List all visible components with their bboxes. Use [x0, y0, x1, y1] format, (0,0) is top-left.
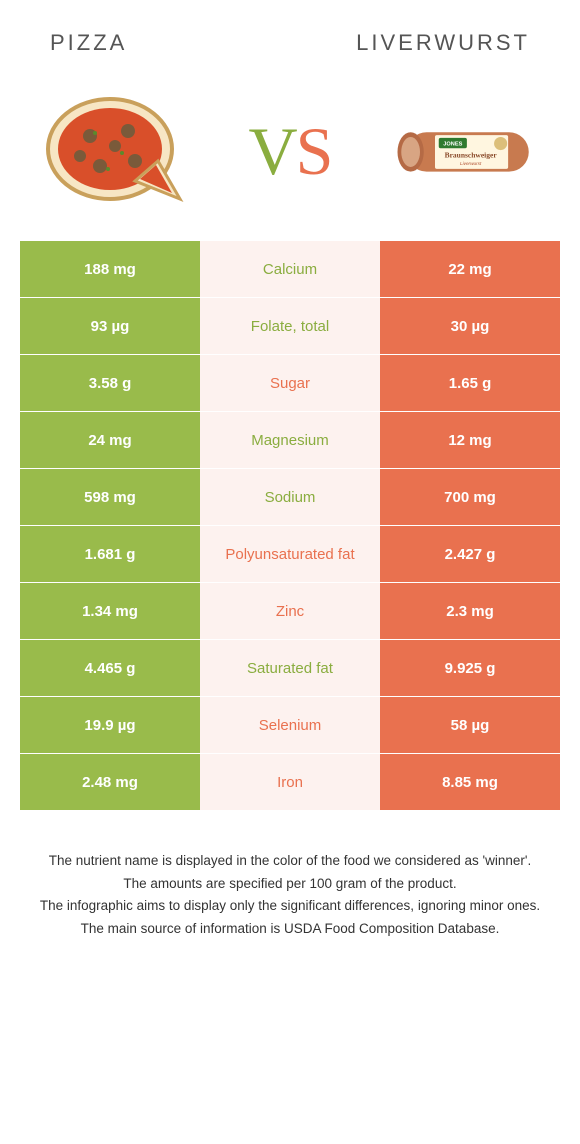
value-right: 58 µg	[380, 697, 560, 753]
table-row: 2.48 mgIron8.85 mg	[20, 754, 560, 811]
nutrient-label: Folate, total	[200, 298, 380, 354]
value-left: 188 mg	[20, 241, 200, 297]
value-right: 2.3 mg	[380, 583, 560, 639]
table-row: 598 mgSodium700 mg	[20, 469, 560, 526]
vs-label: VS	[249, 112, 332, 191]
svg-text:Liverwurst: Liverwurst	[460, 161, 482, 166]
table-row: 3.58 gSugar1.65 g	[20, 355, 560, 412]
value-right: 1.65 g	[380, 355, 560, 411]
footer-line: The infographic aims to display only the…	[30, 896, 550, 916]
table-row: 19.9 µgSelenium58 µg	[20, 697, 560, 754]
vs-s-letter: S	[296, 113, 332, 189]
food-title-right: LIVERWURST	[356, 30, 530, 56]
value-left: 1.34 mg	[20, 583, 200, 639]
vs-v-letter: V	[249, 113, 296, 189]
svg-text:Braunschweiger: Braunschweiger	[445, 151, 498, 160]
food-title-left: PIZZA	[50, 30, 127, 56]
value-right: 8.85 mg	[380, 754, 560, 810]
value-right: 2.427 g	[380, 526, 560, 582]
value-left: 19.9 µg	[20, 697, 200, 753]
nutrient-label: Zinc	[200, 583, 380, 639]
vs-row: VS JONES Braunschweiger Liverwurst	[0, 66, 580, 241]
value-right: 700 mg	[380, 469, 560, 525]
table-row: 24 mgMagnesium12 mg	[20, 412, 560, 469]
value-left: 1.681 g	[20, 526, 200, 582]
value-left: 24 mg	[20, 412, 200, 468]
svg-text:JONES: JONES	[443, 141, 462, 147]
nutrient-table: 188 mgCalcium22 mg93 µgFolate, total30 µ…	[20, 241, 560, 811]
table-row: 1.681 gPolyunsaturated fat2.427 g	[20, 526, 560, 583]
nutrient-label: Polyunsaturated fat	[200, 526, 380, 582]
nutrient-label: Iron	[200, 754, 380, 810]
value-left: 3.58 g	[20, 355, 200, 411]
footer-line: The nutrient name is displayed in the co…	[30, 851, 550, 871]
nutrient-label: Saturated fat	[200, 640, 380, 696]
value-right: 22 mg	[380, 241, 560, 297]
value-left: 93 µg	[20, 298, 200, 354]
value-left: 4.465 g	[20, 640, 200, 696]
footer-line: The main source of information is USDA F…	[30, 919, 550, 939]
nutrient-label: Magnesium	[200, 412, 380, 468]
liverwurst-image: JONES Braunschweiger Liverwurst	[390, 91, 540, 211]
nutrient-label: Sugar	[200, 355, 380, 411]
footer-line: The amounts are specified per 100 gram o…	[30, 874, 550, 894]
nutrient-label: Sodium	[200, 469, 380, 525]
header: PIZZA LIVERWURST	[0, 0, 580, 66]
nutrient-label: Calcium	[200, 241, 380, 297]
value-left: 598 mg	[20, 469, 200, 525]
table-row: 1.34 mgZinc2.3 mg	[20, 583, 560, 640]
value-left: 2.48 mg	[20, 754, 200, 810]
pizza-image	[40, 91, 190, 211]
value-right: 30 µg	[380, 298, 560, 354]
table-row: 4.465 gSaturated fat9.925 g	[20, 640, 560, 697]
footer-notes: The nutrient name is displayed in the co…	[0, 811, 580, 938]
value-right: 9.925 g	[380, 640, 560, 696]
nutrient-label: Selenium	[200, 697, 380, 753]
value-right: 12 mg	[380, 412, 560, 468]
table-row: 93 µgFolate, total30 µg	[20, 298, 560, 355]
table-row: 188 mgCalcium22 mg	[20, 241, 560, 298]
